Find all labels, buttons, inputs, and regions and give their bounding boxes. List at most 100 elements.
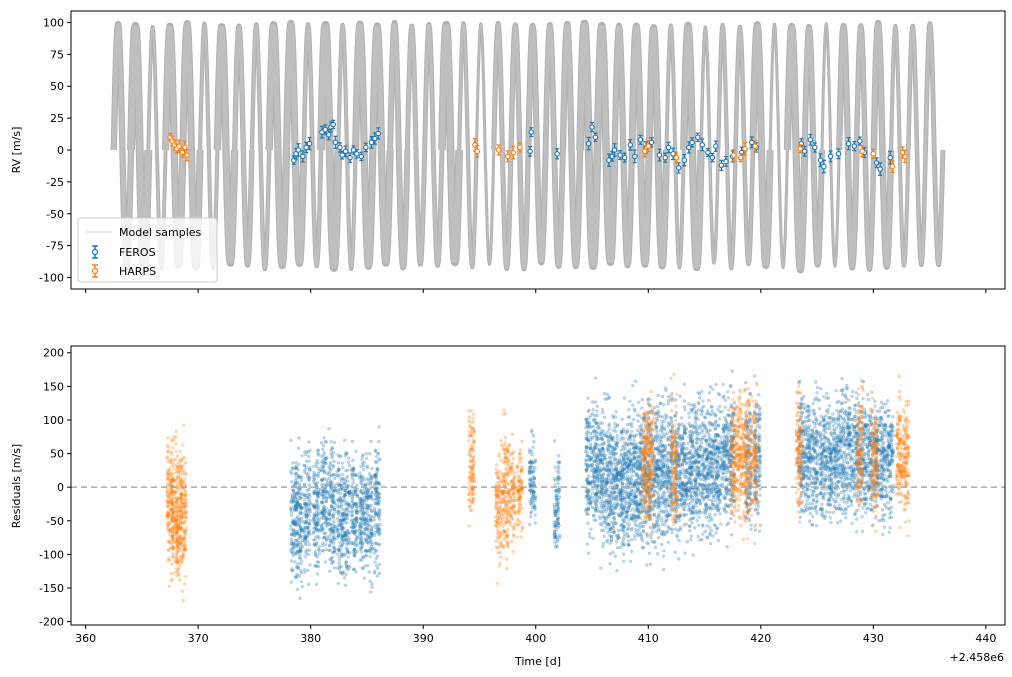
harps-residual-column xyxy=(729,390,739,524)
feros-residual-column xyxy=(311,448,322,586)
harps-rv-point xyxy=(859,145,865,158)
feros-residual-column xyxy=(590,376,601,541)
feros-rv-point xyxy=(375,127,381,140)
residuals-x-tick-label: 420 xyxy=(750,632,771,645)
feros-rv-point xyxy=(807,133,814,146)
residuals-x-tick-label: 440 xyxy=(975,632,996,645)
model-sample-cycle-light xyxy=(250,24,271,270)
feros-residual-column xyxy=(686,401,696,557)
rv-y-tick-label: -100 xyxy=(39,272,64,285)
feros-residual-column xyxy=(706,384,717,546)
feros-residual-column xyxy=(364,439,375,594)
feros-rv-point xyxy=(835,148,842,160)
harps-residual-column xyxy=(901,399,911,538)
model-sample-cycle-light xyxy=(318,24,342,269)
feros-rv-point xyxy=(330,119,336,130)
feros-residual-column xyxy=(664,392,675,545)
legend-model-label: Model samples xyxy=(119,226,202,239)
feros-rv-point xyxy=(670,147,676,161)
rv-y-axis-label: RV [m/s] xyxy=(10,127,23,174)
feros-rv-point xyxy=(665,141,672,154)
rv-y-tick-label: -50 xyxy=(46,208,64,221)
feros-residual-column xyxy=(294,436,305,601)
feros-residual-column xyxy=(817,386,828,521)
harps-residual-column xyxy=(165,436,175,589)
feros-rv-point xyxy=(689,137,695,148)
harps-rv-point xyxy=(176,139,182,153)
model-sample-cycle-light xyxy=(750,24,773,267)
harps-residual-column xyxy=(645,389,656,536)
feros-rv-point xyxy=(723,156,729,167)
harps-rv-point xyxy=(889,160,896,174)
feros-residual-column xyxy=(803,404,813,523)
legend-harps-label: HARPS xyxy=(119,265,156,278)
feros-residual-column xyxy=(851,390,862,534)
harps-residual-column xyxy=(493,439,504,586)
residual-points xyxy=(165,369,911,602)
feros-residual-column xyxy=(527,428,538,527)
residuals-y-tick-label: -50 xyxy=(46,515,64,528)
feros-rv-point xyxy=(627,138,634,151)
model-sample-cycle-light xyxy=(423,24,444,266)
feros-residual-column xyxy=(838,377,848,524)
residuals-x-tick-label: 370 xyxy=(188,632,209,645)
feros-residual-column xyxy=(743,380,754,532)
feros-rv-point xyxy=(845,136,852,151)
harps-rv-point xyxy=(517,142,523,153)
model-sample-cycle-light xyxy=(821,23,840,267)
model-sample-cycle-light xyxy=(802,26,824,265)
model-samples xyxy=(110,19,946,274)
harps-rv-point xyxy=(731,149,737,161)
rv-y-tick-label: 100 xyxy=(43,16,64,29)
rv-panel: -100 -75 -50 -25 0 25 50 75 100 RV [m/s] Model s… xyxy=(10,10,1006,293)
model-sample-cycle-light xyxy=(283,22,307,264)
harps-rv-point xyxy=(797,144,803,154)
feros-rv-point xyxy=(358,151,365,162)
legend-harps-swatch xyxy=(91,264,99,278)
residuals-y-tick-label: 150 xyxy=(43,380,64,393)
residuals-y-axis-label: Residuals [m/s] xyxy=(10,444,23,528)
harps-rv-point xyxy=(902,149,908,164)
feros-residual-column xyxy=(372,425,382,578)
feros-rv-point xyxy=(554,148,560,160)
feros-residual-column xyxy=(672,394,683,561)
harps-rv-point xyxy=(184,148,190,162)
model-sample-cycle-light xyxy=(302,24,323,267)
feros-rv-point xyxy=(295,143,302,157)
feros-rv-point xyxy=(306,137,313,151)
feros-residual-column xyxy=(644,397,655,567)
feros-rv-point xyxy=(686,141,692,154)
feros-rv-point xyxy=(662,152,668,163)
residuals-axes-frame xyxy=(70,345,1006,626)
feros-rv-point xyxy=(300,150,306,163)
harps-residual-column xyxy=(735,388,746,528)
residuals-y-tick-label: 200 xyxy=(43,347,64,360)
legend-feros-label: FEROS xyxy=(119,246,156,259)
feros-rv-point xyxy=(347,152,353,164)
residuals-x-tick-label: 400 xyxy=(525,632,546,645)
harps-rv-point xyxy=(645,140,652,153)
feros-rv-point xyxy=(857,136,863,146)
feros-residual-column xyxy=(651,393,661,556)
residuals-x-tick-label: 380 xyxy=(300,632,321,645)
feros-rv-point xyxy=(617,150,623,161)
model-sample-cycle-light xyxy=(353,23,376,267)
model-sample-cycle-light xyxy=(458,22,478,268)
feros-rv-point xyxy=(589,121,595,133)
feros-residual-column xyxy=(831,389,842,525)
model-sample-cycle-light xyxy=(475,23,495,265)
feros-residual-column xyxy=(796,379,807,520)
feros-rv-point xyxy=(801,145,808,157)
residuals-x-tick-label: 430 xyxy=(863,632,884,645)
residuals-y-tick-label: 100 xyxy=(43,414,64,427)
residuals-x-ticks: 360 370 380 390 400 410 420 430 440 xyxy=(75,625,996,645)
feros-residual-column xyxy=(583,396,594,555)
rv-data-points xyxy=(167,119,908,176)
feros-rv-point xyxy=(749,136,755,149)
residuals-x-tick-label: 360 xyxy=(75,632,96,645)
model-sample-cycle-light xyxy=(492,23,513,269)
feros-residual-column xyxy=(844,383,855,526)
model-sample-cycle-light xyxy=(646,27,669,267)
harps-rv-point xyxy=(510,145,516,160)
